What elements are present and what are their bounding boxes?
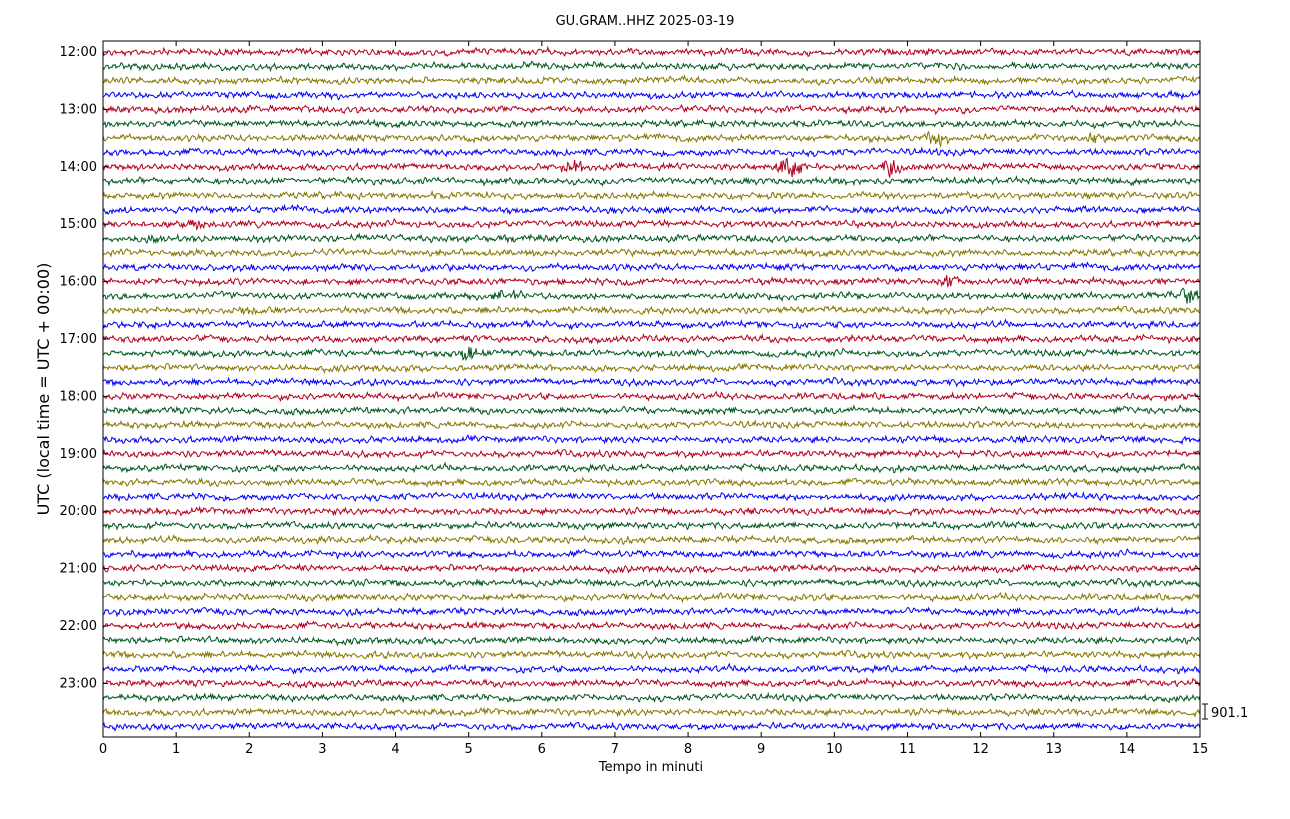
x-tick-label: 9	[757, 742, 765, 757]
x-tick-label: 14	[1119, 742, 1136, 757]
trace-line	[102, 404, 1201, 416]
x-tick-label: 13	[1045, 742, 1062, 757]
x-tick-label: 3	[318, 742, 326, 757]
x-axis: 0 1 2 3 4 5 6 7 8 9 10 11 12 13 14 15	[99, 41, 1208, 757]
trace-line	[102, 362, 1201, 375]
trace-line	[102, 45, 1201, 58]
trace-line	[102, 649, 1201, 661]
trace-line	[102, 448, 1201, 460]
trace-line	[102, 74, 1201, 87]
trace-line	[102, 476, 1201, 488]
x-tick-label: 15	[1192, 742, 1209, 757]
y-tick-label: 14:00	[60, 160, 97, 175]
trace-line	[102, 175, 1201, 187]
trace-line	[102, 261, 1201, 273]
trace-line	[102, 217, 1201, 231]
trace-line	[102, 332, 1201, 345]
seismic-traces	[102, 45, 1201, 732]
trace-line	[102, 60, 1201, 73]
y-tick-label: 13:00	[60, 102, 97, 117]
trace-line	[102, 157, 1201, 178]
trace-line	[102, 662, 1201, 675]
trace-line	[102, 605, 1201, 618]
trace-line	[102, 591, 1201, 604]
trace-line	[102, 490, 1201, 503]
y-tick-label: 16:00	[60, 275, 97, 290]
y-tick-label: 20:00	[60, 504, 97, 519]
y-axis-label: UTC (local time = UTC + 00:00)	[34, 263, 53, 516]
trace-line	[102, 287, 1201, 304]
x-tick-label: 11	[899, 742, 916, 757]
trace-line	[102, 346, 1201, 362]
y-axis: 12:00 13:00 14:00 15:00 16:00 17:00 18:00 19:00…	[60, 45, 1200, 691]
trace-line	[102, 433, 1201, 446]
trace-line	[102, 505, 1201, 517]
x-tick-label: 12	[972, 742, 989, 757]
trace-line	[102, 677, 1201, 690]
trace-line	[102, 533, 1201, 546]
trace-line	[102, 304, 1201, 316]
x-tick-label: 6	[538, 742, 546, 757]
y-tick-label: 12:00	[60, 45, 97, 60]
trace-line	[102, 232, 1201, 245]
trace-line	[102, 130, 1201, 149]
trace-line	[102, 89, 1201, 101]
y-tick-label: 18:00	[60, 389, 97, 404]
scale-bar: 901.1	[1202, 703, 1248, 721]
y-tick-label: 17:00	[60, 332, 97, 347]
x-tick-label: 10	[826, 742, 843, 757]
trace-line	[102, 390, 1201, 403]
trace-line	[102, 103, 1201, 116]
y-tick-label: 23:00	[60, 676, 97, 691]
trace-line	[102, 721, 1201, 732]
x-tick-label: 0	[99, 742, 107, 757]
y-tick-label: 19:00	[60, 447, 97, 462]
x-tick-label: 7	[611, 742, 619, 757]
trace-line	[102, 520, 1201, 531]
trace-line	[102, 635, 1201, 647]
trace-line	[102, 562, 1201, 575]
plot-frame	[102, 40, 1201, 738]
x-axis-label: Tempo in minuti	[598, 760, 703, 775]
trace-line	[102, 189, 1201, 202]
y-tick-label: 15:00	[60, 217, 97, 232]
trace-line	[102, 318, 1201, 331]
x-tick-label: 2	[245, 742, 253, 757]
trace-line	[102, 146, 1201, 158]
trace-line	[102, 620, 1201, 632]
x-tick-label: 8	[684, 742, 692, 757]
trace-line	[102, 118, 1201, 130]
trace-line	[102, 461, 1201, 474]
trace-line	[102, 275, 1201, 288]
trace-line	[102, 203, 1201, 216]
trace-line	[102, 577, 1201, 589]
trace-line	[102, 247, 1201, 258]
trace-line	[102, 376, 1201, 388]
x-tick-label: 1	[172, 742, 180, 757]
y-tick-label: 22:00	[60, 619, 97, 634]
x-tick-label: 5	[465, 742, 473, 757]
trace-line	[102, 691, 1201, 704]
trace-line	[102, 419, 1201, 431]
y-tick-label: 21:00	[60, 562, 97, 577]
x-tick-label: 4	[391, 742, 399, 757]
chart-title: GU.GRAM..HHZ 2025-03-19	[556, 14, 735, 29]
trace-line	[102, 548, 1201, 560]
trace-line	[102, 706, 1201, 718]
scale-label: 901.1	[1211, 706, 1248, 721]
